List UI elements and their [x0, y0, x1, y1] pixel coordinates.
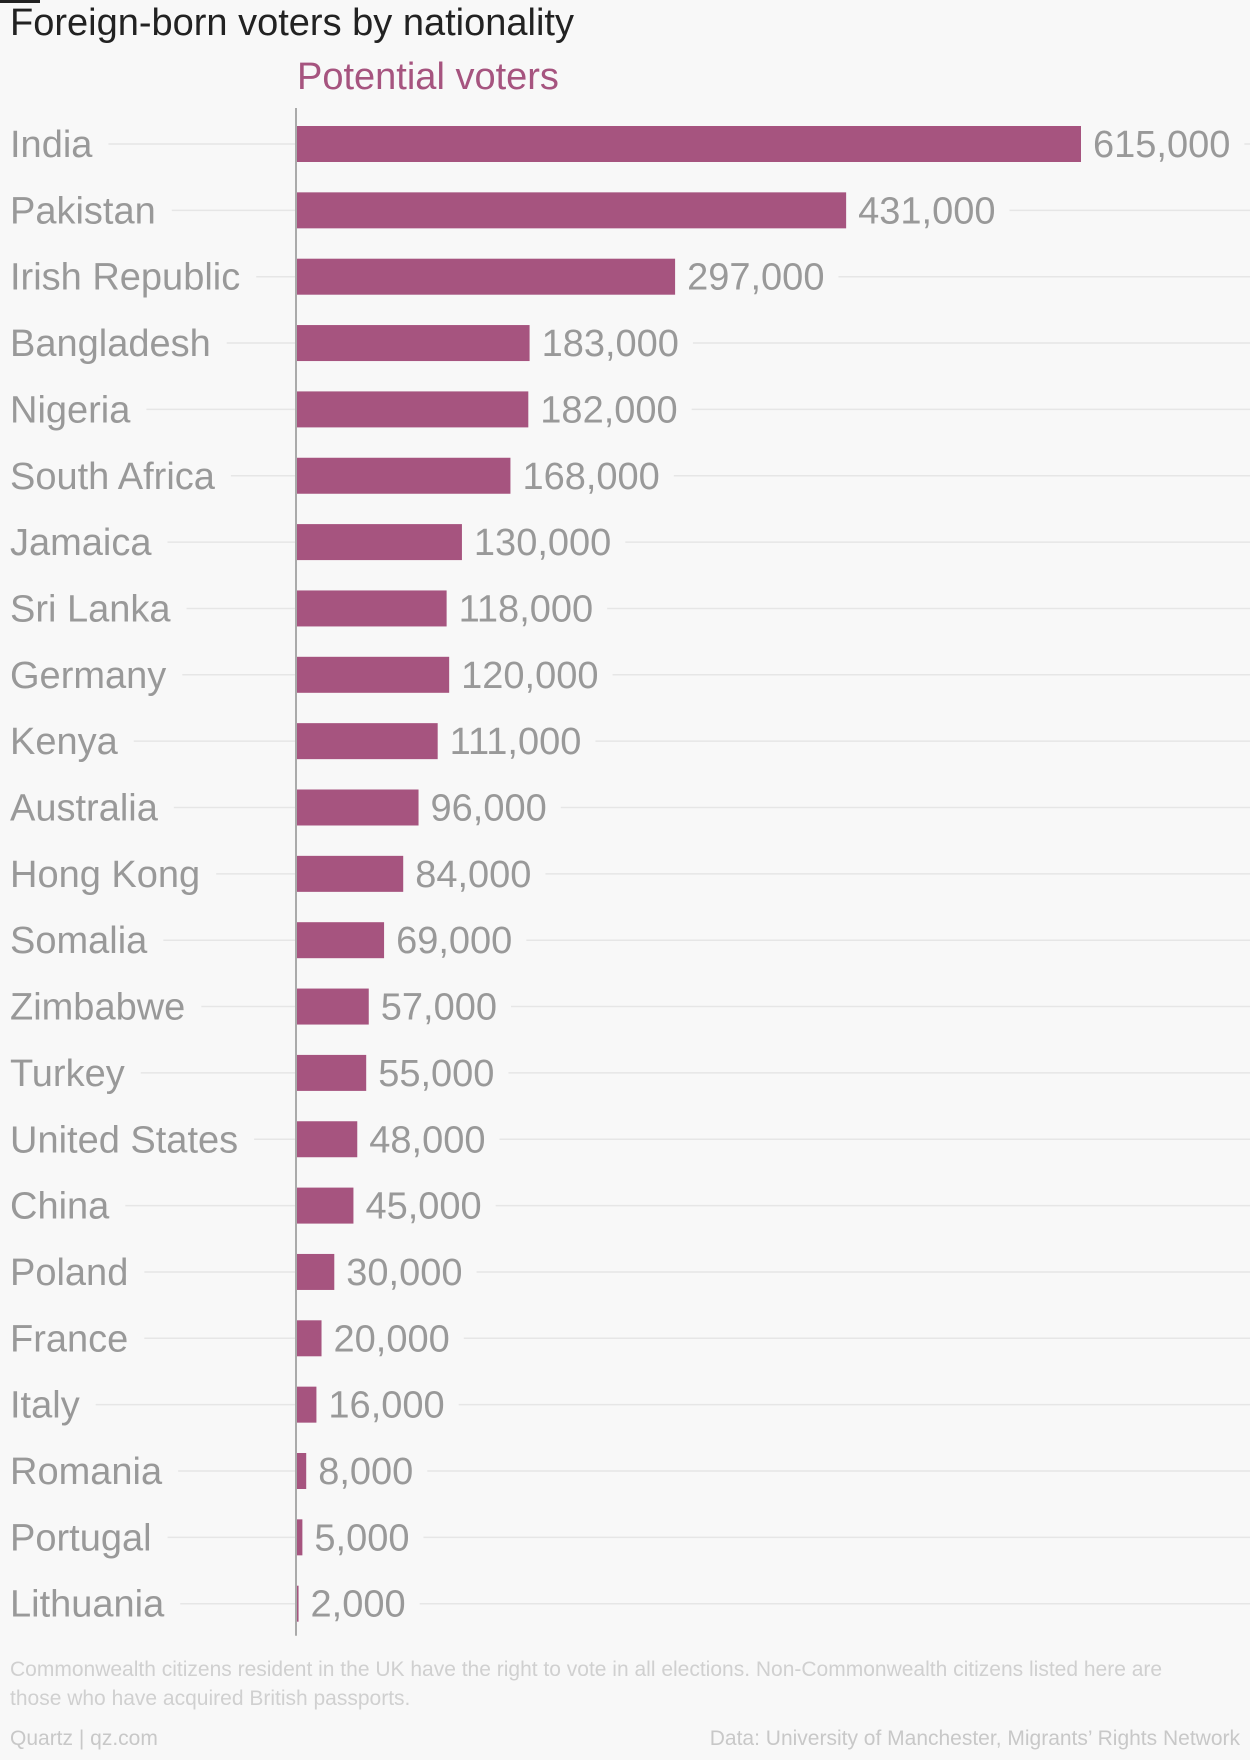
value-label: 120,000 [461, 655, 598, 697]
source-text: Data: University of Manchester, Migrants… [709, 1727, 1240, 1750]
value-label: 48,000 [369, 1119, 485, 1161]
value-label: 5,000 [314, 1517, 409, 1559]
category-label: Poland [10, 1252, 128, 1294]
bar [296, 1386, 317, 1423]
value-label: 84,000 [415, 854, 531, 896]
bar [296, 1320, 322, 1357]
category-label: France [10, 1318, 128, 1360]
category-label: United States [10, 1119, 238, 1161]
bar [296, 1453, 307, 1489]
bar [296, 1054, 367, 1091]
credit-text: Quartz | qz.com [10, 1727, 158, 1750]
category-label: Australia [10, 788, 159, 830]
series-header: Potential voters [297, 56, 559, 98]
value-label: 168,000 [522, 456, 659, 498]
category-label: Zimbabwe [10, 987, 185, 1029]
value-label: 2,000 [311, 1584, 406, 1626]
bar [296, 524, 462, 561]
bar [296, 192, 847, 229]
value-label: 69,000 [396, 920, 512, 962]
top-rule [0, 0, 40, 3]
value-label: 615,000 [1093, 124, 1230, 166]
value-label: 8,000 [318, 1451, 413, 1493]
category-label: Pakistan [10, 190, 156, 232]
value-label: 297,000 [687, 257, 824, 299]
category-label: Germany [10, 655, 166, 697]
bar [296, 457, 511, 494]
category-label: Italy [10, 1385, 80, 1427]
category-label: Turkey [10, 1053, 125, 1095]
value-label: 20,000 [334, 1318, 450, 1360]
value-label: 45,000 [365, 1186, 481, 1228]
bar [296, 1253, 335, 1290]
value-label: 96,000 [431, 788, 547, 830]
category-label: China [10, 1186, 110, 1228]
value-label: 111,000 [450, 721, 582, 763]
bar [296, 922, 385, 959]
bar [296, 325, 530, 362]
category-label: Nigeria [10, 389, 131, 431]
bar-chart: India 615,000 Pakistan 431,000 Irish Republi… [10, 108, 1250, 1636]
bar [296, 1121, 358, 1158]
bar [296, 855, 404, 892]
category-label: Bangladesh [10, 323, 211, 365]
category-label: Hong Kong [10, 854, 200, 896]
value-label: 182,000 [540, 389, 677, 431]
category-label: Irish Republic [10, 257, 240, 299]
bar [296, 988, 369, 1025]
value-label: 16,000 [328, 1385, 444, 1427]
footnote: Commonwealth citizens resident in the UK… [10, 1658, 1163, 1710]
bar [296, 1519, 303, 1556]
bar [296, 126, 1081, 162]
category-label: Somalia [10, 920, 148, 962]
bar [296, 258, 676, 295]
bar [296, 1187, 354, 1224]
bar [296, 789, 419, 826]
category-label: Sri Lanka [10, 588, 171, 630]
category-label: Kenya [10, 721, 119, 763]
category-label: Lithuania [10, 1584, 165, 1626]
chart-title: Foreign-born voters by nationality [10, 2, 574, 44]
category-label: Romania [10, 1451, 163, 1493]
value-label: 130,000 [474, 522, 611, 564]
value-label: 57,000 [381, 987, 497, 1029]
value-label: 118,000 [459, 588, 594, 630]
category-label: South Africa [10, 456, 216, 498]
value-label: 183,000 [542, 323, 679, 365]
category-label: Portugal [10, 1517, 152, 1559]
value-label: 55,000 [378, 1053, 494, 1095]
bar [296, 590, 447, 627]
value-label: 431,000 [858, 190, 995, 232]
bar [296, 656, 450, 693]
bar [296, 391, 529, 428]
bar [296, 723, 438, 760]
bar [296, 1585, 299, 1622]
category-label: Jamaica [10, 522, 152, 564]
value-label: 30,000 [346, 1252, 462, 1294]
category-label: India [10, 124, 93, 166]
